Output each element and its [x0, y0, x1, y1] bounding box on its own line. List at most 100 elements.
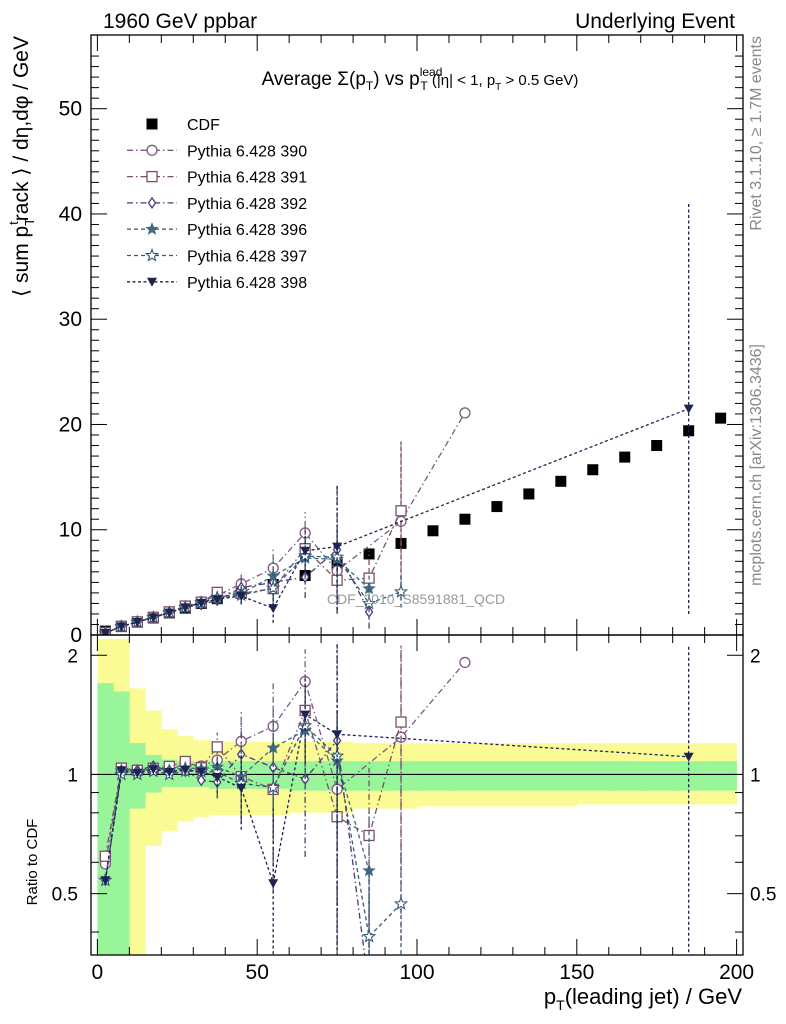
ratio-y-axis-label: Ratio to CDF: [24, 819, 41, 906]
ratio-point-pythia-6-428-398: [196, 767, 207, 777]
data-point-pythia-6-428-398: [268, 604, 279, 614]
data-point-pythia-6-428-397: [393, 584, 409, 598]
legend-label-cdf: CDF: [187, 117, 220, 134]
ratio-y-tick-label-right: 2: [750, 646, 761, 667]
main-panel: CDF_2010_S8591881_QCD CDF Pythia 6.428 39…: [6, 34, 744, 647]
legend-label-pythia-6-428-396: Pythia 6.428 396: [187, 222, 307, 239]
ratio-y-tick-label-right: 1: [750, 765, 761, 786]
side-text-rivet: Rivet 3.1.10, ≥ 1.7M events: [748, 36, 765, 231]
chart-title: Average Σ(pT) vs plead T (|η| < 1, pT > 0…: [262, 65, 579, 93]
x-tick-label: 0: [92, 961, 104, 984]
ratio-point-pythia-6-428-398: [683, 752, 694, 762]
band-inner-bin: [113, 691, 130, 955]
legend-label-pythia-6-428-391: Pythia 6.428 391: [187, 170, 307, 187]
ratio-point-pythia-6-428-398: [132, 769, 143, 779]
data-point-pythia-6-428-397: [266, 580, 281, 595]
data-point-cdf: [619, 451, 631, 463]
ratio-point-pythia-6-428-398: [100, 876, 111, 886]
legend-marker-pythia-6-428-391: [146, 170, 158, 183]
legend-label-pythia-6-428-392: Pythia 6.428 392: [187, 196, 307, 213]
x-tick-label: 200: [719, 961, 754, 984]
ratio-point-pythia-6-428-398: [180, 765, 191, 775]
data-point-cdf: [523, 488, 535, 500]
ratio-panel: 0.5 0.5 1 1 2 2 0 50 100 150 200 Ratio to CDF pT(l…: [24, 634, 776, 1013]
ratio-point-pythia-6-428-398: [332, 730, 343, 740]
data-point-pythia-6-428-398: [212, 595, 223, 605]
ratio-point-pythia-6-428-397: [266, 779, 281, 794]
band-inner-bin: [512, 761, 546, 791]
ratio-point-pythia-6-428-391: [211, 741, 223, 753]
data-point-cdf: [715, 412, 727, 424]
data-point-pythia-6-428-391: [395, 505, 407, 517]
ratio-point-pythia-6-428-398: [236, 783, 247, 793]
ratio-point-pythia-6-428-391: [99, 850, 112, 862]
data-point-pythia-6-428-398: [332, 542, 343, 552]
legend-label-pythia-6-428-390: Pythia 6.428 390: [187, 143, 307, 160]
band-inner-bin: [704, 761, 737, 791]
data-point-cdf: [491, 501, 503, 513]
ratio-y-tick-label: 1: [67, 765, 78, 786]
data-point-cdf: [459, 513, 471, 525]
y-axis-label: ⟨ sum pTtrack ⟩ / dη,dφ / GeV: [6, 36, 37, 297]
data-point-cdf: [555, 475, 567, 487]
data-point-pythia-6-428-398: [683, 404, 694, 414]
ratio-bands: [97, 638, 737, 955]
data-point-cdf: [587, 464, 599, 476]
ratio-point-pythia-6-428-398: [268, 879, 279, 889]
legend-marker-pythia-6-428-397: [144, 247, 160, 262]
y-tick-label: 20: [59, 413, 82, 436]
data-point-pythia-6-428-398: [196, 598, 207, 608]
ratio-point-pythia-6-428-398: [300, 710, 311, 720]
ratio-point-pythia-6-428-392: [196, 774, 206, 787]
ratio-point-pythia-6-428-398: [116, 766, 127, 776]
ratio-point-pythia-6-428-397: [393, 896, 409, 910]
band-inner-bin: [448, 761, 482, 791]
data-point-cdf: [427, 525, 439, 537]
x-tick-label: 50: [246, 961, 269, 984]
ratio-point-pythia-6-428-398: [164, 768, 175, 778]
data-point-pythia-6-428-397: [361, 595, 377, 610]
ratio-panel-marks: [91, 641, 743, 955]
y-tick-label: 40: [59, 203, 82, 226]
ratio-point-pythia-6-428-397: [361, 929, 377, 943]
legend: CDF Pythia 6.428 390 Pythia 6.428 391 Pythi…: [127, 117, 307, 292]
legend-marker-pythia-6-428-398: [147, 277, 157, 287]
header-left: 1960 GeV ppbar: [103, 10, 257, 33]
data-point-cdf: [363, 548, 375, 560]
legend-marker-pythia-6-428-392: [147, 196, 157, 210]
data-point-pythia-6-428-398: [132, 618, 143, 628]
data-point-cdf: [651, 440, 663, 452]
ratio-y-tick-label-right: 0.5: [750, 885, 776, 906]
ratio-y-tick-label: 2: [67, 646, 78, 667]
ratio-y-tick-label: 0.5: [52, 885, 78, 906]
main-panel-axes: 0 10 20 30 40 50: [59, 35, 743, 647]
watermark: CDF_2010_S8591881_QCD: [327, 591, 505, 607]
data-point-pythia-6-428-398: [180, 603, 191, 613]
legend-marker-cdf: [146, 118, 158, 130]
legend-marker-pythia-6-428-396: [145, 222, 159, 235]
band-outer-bin: [129, 688, 146, 955]
ratio-point-pythia-6-428-398: [212, 772, 223, 782]
band-inner-bin: [480, 761, 514, 791]
band-inner-bin: [608, 761, 642, 791]
data-point-pythia-6-428-398: [300, 546, 311, 556]
y-tick-label: 30: [59, 308, 82, 331]
legend-label-pythia-6-428-397: Pythia 6.428 397: [187, 249, 307, 266]
ratio-point-pythia-6-428-390: [459, 656, 471, 669]
ratio-point-pythia-6-428-391: [395, 716, 407, 728]
x-axis-label: pT(leading jet) / GeV: [544, 984, 742, 1013]
header-right: Underlying Event: [575, 10, 735, 33]
y-tick-label: 50: [59, 98, 82, 121]
band-inner-bin: [417, 761, 450, 791]
band-inner-bin: [97, 683, 114, 955]
x-tick-label: 150: [559, 961, 594, 984]
ratio-point-pythia-6-428-398: [148, 765, 159, 775]
band-inner-bin: [576, 761, 610, 791]
data-point-pythia-6-428-398: [148, 613, 159, 623]
data-point-pythia-6-428-390: [459, 407, 471, 419]
y-tick-label: 0: [70, 624, 82, 647]
main-panel-marks: [98, 203, 727, 635]
ratio-panel-axes: 0.5 0.5 1 1 2 2 0 50 100 150 200: [52, 635, 776, 984]
band-inner-bin: [640, 761, 673, 791]
side-text-mcplots: mcplots.cern.ch [arXiv:1306.3436]: [748, 344, 765, 586]
